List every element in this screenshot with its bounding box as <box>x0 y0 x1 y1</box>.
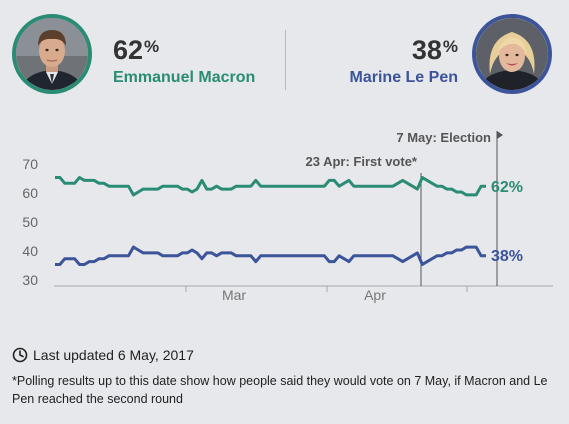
last-updated: Last updated 6 May, 2017 <box>12 347 194 363</box>
clock-icon <box>12 347 28 363</box>
first-vote-annotation: 23 Apr: First vote* <box>306 154 418 169</box>
y-axis-ticks: 70 60 50 40 30 <box>22 156 38 288</box>
macron-end-label: 62% <box>491 179 523 196</box>
election-annotation: 7 May: Election <box>396 130 491 145</box>
lepen-avatar <box>472 14 552 94</box>
header-divider <box>285 30 286 90</box>
series-line-lepen <box>55 245 486 266</box>
y-tick-label: 30 <box>22 272 38 288</box>
series-line-macron <box>55 176 486 197</box>
x-tick-label-mar: Mar <box>222 287 246 303</box>
macron-avatar <box>12 14 92 94</box>
lepen-percentage: 38% <box>411 35 458 65</box>
macron-name-label: Emmanuel Macron <box>113 69 256 86</box>
lepen-name-label: Marine Le Pen <box>349 69 458 86</box>
macron-percentage: 62% <box>113 35 160 65</box>
y-tick-label: 50 <box>22 214 38 230</box>
last-updated-text: Last updated 6 May, 2017 <box>33 347 194 363</box>
y-tick-label: 70 <box>22 156 38 172</box>
y-tick-label: 60 <box>22 185 38 201</box>
footnote: *Polling results up to this date show ho… <box>12 374 548 406</box>
x-tick-label-apr: Apr <box>364 287 386 303</box>
poll-chart: 70 60 50 40 30 Mar Apr 23 Apr: First vot… <box>22 130 553 303</box>
election-flag-icon <box>497 131 503 139</box>
lepen-end-label: 38% <box>491 248 523 265</box>
le-pen-photo-icon <box>476 18 548 90</box>
y-tick-label: 40 <box>22 243 38 259</box>
